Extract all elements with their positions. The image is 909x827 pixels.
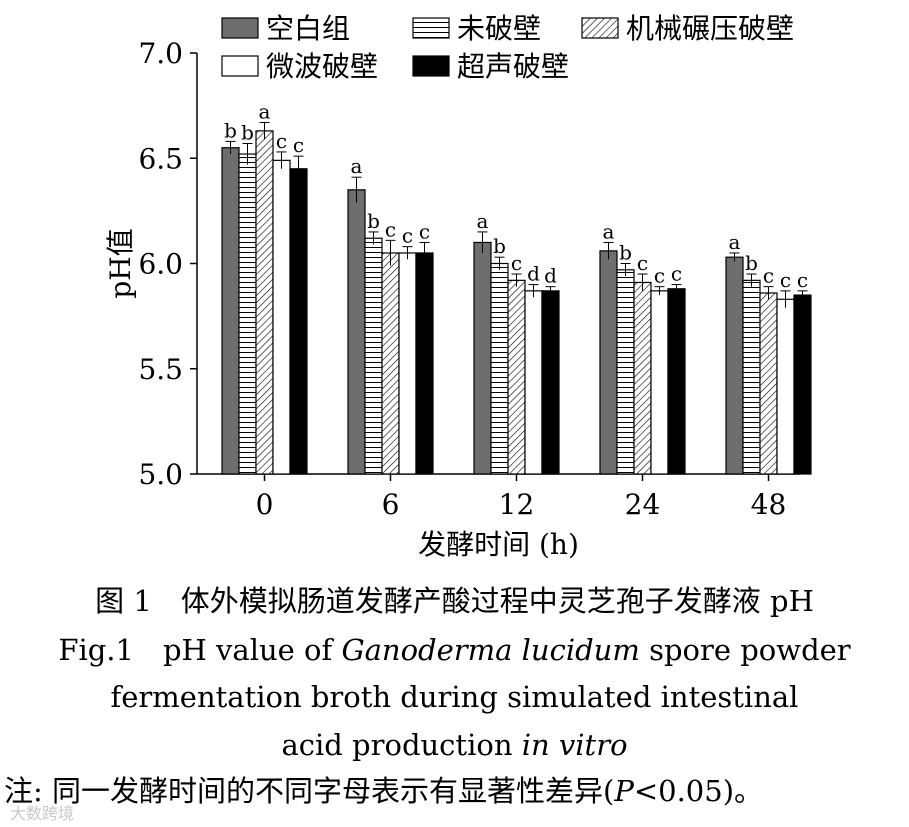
figure-caption-zh: 图 1 体外模拟肠道发酵产酸过程中灵芝孢子发酵液 pH <box>95 584 814 618</box>
significance-letter: b <box>241 121 254 145</box>
legend-swatch <box>581 17 619 39</box>
bar <box>616 269 635 475</box>
figure-note: 注: 同一发酵时间的不同字母表示有显著性差异(P<0.05)。 <box>4 773 763 809</box>
bar <box>507 279 526 475</box>
bar <box>793 294 812 475</box>
figure-caption-en-line2: fermentation broth during simulated inte… <box>110 680 799 714</box>
legend-label: 机械碾压破壁 <box>626 12 794 45</box>
x-tick-label: 6 <box>382 488 400 521</box>
significance-letter: d <box>527 262 540 286</box>
bar <box>415 252 434 475</box>
legend-label: 微波破壁 <box>266 50 378 83</box>
bar <box>524 290 543 475</box>
bar <box>599 250 618 475</box>
y-tick-label: 7.0 <box>138 37 183 70</box>
legend-label: 未破壁 <box>457 12 541 45</box>
bar <box>650 290 669 475</box>
bar <box>759 292 778 475</box>
bar <box>667 288 686 475</box>
caption-en-suffix: spore powder <box>639 633 851 667</box>
legend-label: 空白组 <box>266 12 350 45</box>
legend-swatch <box>412 17 450 39</box>
bar <box>221 147 240 475</box>
figure-caption-en-line1: Fig.1 pH value of Ganoderma lucidum spor… <box>0 632 909 668</box>
x-tick-label: 24 <box>625 488 661 521</box>
legend-swatch <box>221 55 259 77</box>
significance-letter: c <box>293 133 304 157</box>
note-suffix: <0.05)。 <box>633 774 764 808</box>
x-tick-label: 0 <box>256 488 274 521</box>
bar <box>238 153 257 475</box>
significance-letter: b <box>619 241 632 265</box>
significance-letter: c <box>511 251 522 275</box>
significance-letter: c <box>797 268 808 292</box>
bar <box>289 168 308 475</box>
legend-label: 超声破壁 <box>457 50 569 83</box>
y-tick-label: 5.5 <box>138 353 183 386</box>
y-tick-label: 5.0 <box>138 458 183 491</box>
significance-letter: c <box>385 217 396 241</box>
legend-swatch <box>412 55 450 77</box>
significance-letter: d <box>544 264 557 288</box>
note-p: P <box>614 774 634 808</box>
significance-letter: a <box>259 99 271 123</box>
bar <box>381 252 400 475</box>
significance-letter: c <box>671 262 682 286</box>
x-tick-label: 12 <box>499 488 535 521</box>
watermark: 大数跨境 <box>10 804 75 823</box>
caption-en-in-vitro: in vitro <box>521 728 628 762</box>
note-prefix: 注: 同一发酵时间的不同字母表示有显著性差异( <box>4 774 615 808</box>
bar <box>490 262 509 475</box>
axes: 5.0 5.5 6.0 6.5 7.0 pH值 0 6 12 24 48 发酵时间 (h) <box>104 37 800 561</box>
significance-letter: c <box>419 219 430 243</box>
significance-letter: c <box>402 224 413 248</box>
y-tick-label: 6.0 <box>138 248 183 281</box>
bar <box>473 241 492 475</box>
bar <box>347 189 366 475</box>
bar <box>776 298 795 475</box>
significance-letter: a <box>729 230 741 254</box>
significance-letter: c <box>637 251 648 275</box>
significance-letter: a <box>603 219 615 243</box>
y-tick-label: 6.5 <box>138 142 183 175</box>
bar <box>633 281 652 475</box>
caption-en-species: Ganoderma lucidum <box>341 633 640 667</box>
caption-en-prefix: Fig.1 pH value of <box>58 633 342 667</box>
bar <box>541 290 560 475</box>
figure-caption-en-line3: acid production in vitro <box>0 727 909 763</box>
significance-letter: c <box>780 268 791 292</box>
bar <box>398 252 417 475</box>
significance-letter: b <box>745 251 758 275</box>
significance-letter: a <box>477 209 489 233</box>
bar <box>255 130 274 475</box>
bar <box>742 279 761 475</box>
bar <box>364 237 383 475</box>
caption-en-line3-prefix: acid production <box>281 728 522 762</box>
x-tick-label: 48 <box>751 488 787 521</box>
significance-letter: b <box>493 234 506 258</box>
significance-letter: b <box>367 209 380 233</box>
legend-swatch <box>221 17 259 39</box>
significance-letter: c <box>654 264 665 288</box>
y-axis-label: pH值 <box>104 228 137 298</box>
significance-letter: a <box>351 154 363 178</box>
x-axis-label: 发酵时间 (h) <box>418 528 579 561</box>
significance-letter: c <box>276 129 287 153</box>
bar <box>272 159 291 475</box>
significance-letter: c <box>763 264 774 288</box>
significance-letter: b <box>224 118 237 142</box>
bar <box>725 256 744 475</box>
